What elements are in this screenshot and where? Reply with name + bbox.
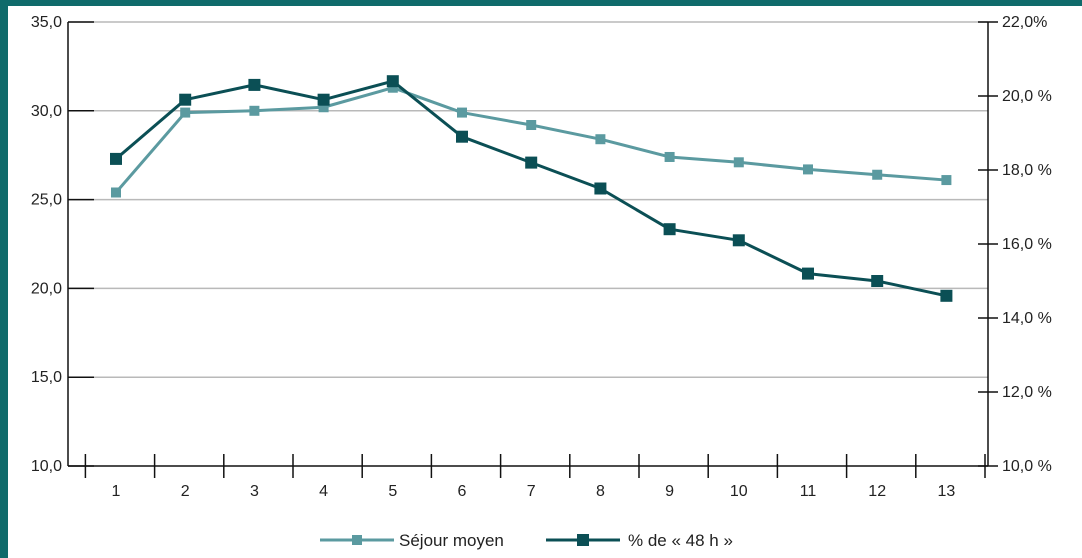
data-point-sejour-moyen — [387, 82, 398, 93]
y-left-tick-label: 10,0 — [31, 458, 62, 475]
legend-label-48h: % de « 48 h » — [628, 531, 733, 550]
data-point-pct-48h — [386, 75, 399, 88]
data-point-sejour-moyen — [664, 151, 675, 162]
data-point-sejour-moyen — [457, 107, 467, 118]
y-right-tick-label: 22,0% — [1002, 14, 1047, 31]
y-left-tick-label: 20,0 — [31, 280, 62, 297]
x-tick-label: 13 — [938, 483, 956, 500]
data-point-pct-48h — [663, 223, 676, 236]
y-right-tick-label: 10,0 % — [1002, 458, 1052, 475]
data-point-pct-48h — [940, 289, 953, 302]
data-point-sejour-moyen — [803, 164, 813, 175]
x-tick-label: 3 — [250, 483, 259, 500]
x-tick-label: 1 — [112, 483, 121, 500]
x-tick-label: 9 — [665, 483, 674, 500]
axes: 10,0 15,0 20,0 25,0 30,0 35,0 10,0 % 12,0 % 14,0… — [31, 14, 1052, 500]
legend-swatch-marker-48h — [577, 534, 589, 546]
data-point-pct-48h — [456, 130, 468, 143]
x-tick-label: 5 — [388, 483, 397, 500]
x-tick-label: 6 — [458, 483, 467, 500]
data-point-pct-48h — [732, 234, 745, 247]
y-right-tick-label: 14,0 % — [1002, 310, 1052, 327]
data-point-sejour-moyen — [872, 169, 883, 180]
y-left-tick-label: 25,0 — [31, 192, 62, 209]
data-point-pct-48h — [248, 78, 261, 91]
x-tick-label: 4 — [319, 483, 328, 500]
data-point-sejour-moyen — [111, 187, 121, 198]
series-lines — [110, 75, 953, 302]
y-left-tick-label: 35,0 — [31, 14, 62, 31]
x-tick-label: 11 — [800, 483, 817, 500]
y-left-tick-label: 15,0 — [31, 369, 62, 386]
y-right-tick-label: 18,0 % — [1002, 162, 1052, 179]
data-point-pct-48h — [110, 152, 122, 165]
y-right-tick-label: 12,0 % — [1002, 384, 1052, 401]
data-point-pct-48h — [525, 156, 538, 169]
data-point-sejour-moyen — [733, 157, 744, 168]
data-point-sejour-moyen — [941, 175, 952, 186]
data-point-pct-48h — [317, 93, 330, 106]
data-point-pct-48h — [802, 267, 814, 280]
y-left-tick-label: 30,0 — [31, 103, 62, 120]
gridlines — [68, 21, 988, 378]
series-line-sejour-moyen — [114, 86, 947, 194]
series-line-pct-48h — [115, 79, 947, 298]
data-point-sejour-moyen — [249, 105, 260, 116]
x-tick-label: 8 — [596, 483, 605, 500]
chart-panel: 10,0 15,0 20,0 25,0 30,0 35,0 10,0 % 12,0 % 14,0… — [8, 6, 1082, 558]
line-chart: 10,0 15,0 20,0 25,0 30,0 35,0 10,0 % 12,0 % 14,0… — [31, 14, 1052, 550]
x-tick-label: 12 — [868, 483, 886, 500]
legend: Séjour moyen % de « 48 h » — [320, 531, 733, 550]
data-point-pct-48h — [594, 182, 607, 195]
data-point-sejour-moyen — [318, 102, 329, 113]
y-right-tick-label: 20,0 % — [1002, 88, 1052, 105]
y-right-tick-label: 16,0 % — [1002, 236, 1052, 253]
x-tick-label: 7 — [527, 483, 536, 500]
x-tick-label: 2 — [181, 483, 190, 500]
data-point-pct-48h — [871, 275, 884, 287]
data-point-sejour-moyen — [180, 107, 191, 118]
legend-swatch-marker-sejour-moyen — [352, 535, 362, 545]
legend-label-sejour-moyen: Séjour moyen — [399, 531, 504, 550]
data-point-sejour-moyen — [595, 134, 606, 145]
data-point-pct-48h — [179, 93, 192, 106]
x-tick-label: 10 — [730, 483, 748, 500]
data-point-sejour-moyen — [526, 120, 537, 131]
